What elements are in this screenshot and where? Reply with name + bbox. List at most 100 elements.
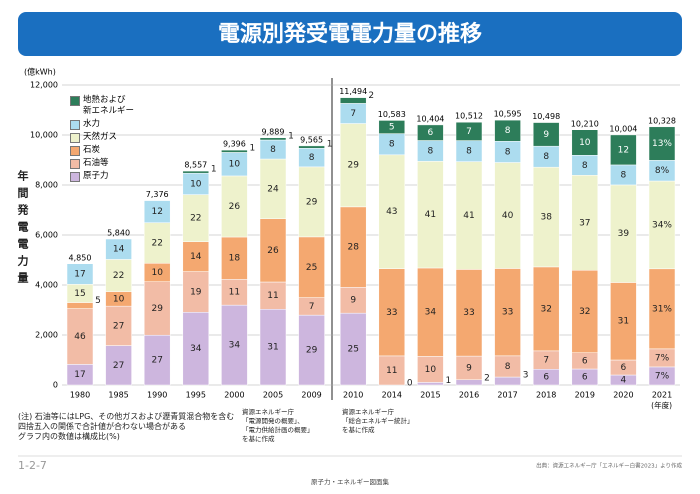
bar-segment — [143, 200, 171, 223]
bar-segment — [494, 119, 521, 142]
bar-segment — [378, 268, 406, 357]
data-label: 9 — [466, 363, 472, 373]
data-label: 8 — [389, 140, 395, 150]
data-label: 33 — [463, 308, 474, 318]
page-id: 1-2-7 — [18, 459, 47, 472]
data-label: 34% — [652, 220, 672, 230]
legend-swatch — [70, 172, 80, 182]
y-tick-label: 0 — [53, 381, 58, 390]
data-label: 7% — [655, 353, 670, 363]
x-tick-label: 2015 — [420, 391, 440, 400]
bar-segment — [648, 180, 676, 270]
bar-segment — [298, 145, 325, 149]
data-label: 41 — [463, 211, 474, 221]
title-banner — [18, 12, 682, 56]
bar-segment — [610, 134, 637, 166]
source-right: 資源エネルギー庁 「総合エネルギー統計」 を基に作成 — [342, 408, 414, 435]
total-label: 10,512 — [455, 112, 483, 121]
total-label: 4,850 — [69, 253, 92, 262]
footer: 原子力・エネルギー図面集 — [311, 477, 390, 486]
legend-item: 天然ガス — [70, 132, 134, 143]
data-label: 7 — [350, 109, 356, 119]
data-label: 27 — [113, 361, 124, 371]
data-label: 17 — [74, 370, 85, 380]
data-label: 8 — [505, 147, 511, 157]
x-tick-label: 2021 — [652, 391, 672, 400]
bar-segment — [532, 266, 560, 352]
data-label: 8 — [466, 147, 472, 157]
bar-segment — [221, 304, 248, 386]
data-label: 29 — [347, 161, 359, 171]
bar-segment — [221, 149, 248, 153]
y-tick-label: 2,000 — [35, 331, 58, 340]
bar-segment — [259, 137, 287, 141]
data-label: 3 — [523, 371, 529, 381]
x-tick-label: 2010 — [343, 391, 363, 400]
total-label: 8,557 — [184, 161, 207, 170]
bar-segment — [571, 175, 599, 271]
bar-segment — [259, 281, 287, 310]
data-label: 1 — [288, 131, 294, 141]
y-unit: (億kWh) — [24, 67, 56, 77]
data-label: 12 — [618, 145, 629, 155]
bar-segment — [648, 268, 676, 350]
bar-segment — [494, 162, 521, 269]
data-label: 11 — [386, 366, 397, 376]
x-tick-label: 1995 — [186, 391, 206, 400]
data-label: 7 — [309, 302, 315, 312]
legend-label: 石油等 — [83, 158, 109, 168]
data-label: 34 — [425, 308, 437, 318]
bar-segment — [298, 314, 325, 386]
data-label: 25 — [347, 345, 358, 355]
data-label: 40 — [502, 211, 514, 221]
legend-swatch — [70, 133, 80, 143]
data-label: 6 — [428, 128, 434, 138]
x-tick-label: 2000 — [224, 391, 244, 400]
data-label: 0 — [407, 379, 413, 389]
bar-segment — [182, 241, 210, 272]
data-label: 4 — [621, 376, 627, 386]
data-label: 34 — [229, 341, 241, 351]
data-label: 2 — [484, 373, 490, 383]
bar-segment — [455, 161, 483, 270]
data-label: 8 — [428, 146, 434, 156]
data-label: 9 — [543, 130, 549, 140]
bar-segment — [339, 123, 367, 208]
data-label: 33 — [502, 308, 513, 318]
citation: 出典：資源エネルギー庁「エネルギー白書2023」より作成 — [536, 462, 682, 470]
bar-segment — [417, 382, 444, 386]
data-label: 22 — [151, 238, 162, 248]
data-label: 38 — [540, 213, 552, 223]
total-label: 10,498 — [532, 112, 560, 121]
data-label: 11 — [267, 291, 278, 301]
data-label: 26 — [267, 246, 279, 256]
total-label: 10,404 — [416, 114, 444, 123]
data-label: 1 — [327, 139, 333, 149]
legend-label: 天然ガス — [83, 132, 118, 142]
data-label: 31 — [267, 343, 278, 353]
legend-item: 石炭 — [70, 145, 134, 156]
data-label: 33 — [386, 308, 397, 318]
x-tick-label: 1985 — [108, 391, 128, 400]
data-label: 34 — [190, 344, 202, 354]
bar-segment — [417, 161, 444, 269]
data-label: 18 — [229, 254, 241, 264]
data-label: 14 — [190, 252, 202, 262]
data-label: 12 — [151, 207, 162, 217]
x-tick-label: 1990 — [147, 391, 167, 400]
bar-segment — [532, 122, 560, 147]
legend-label: 地熱および 新エネルギー — [83, 95, 135, 116]
data-label: 11 — [229, 288, 240, 298]
x-tick-label: 1980 — [70, 391, 90, 400]
x-tick-label: 2014 — [382, 391, 402, 400]
bar-segment — [105, 305, 132, 346]
bar-segment — [182, 312, 210, 386]
total-label: 10,583 — [378, 110, 406, 119]
total-label: 10,595 — [494, 110, 522, 119]
legend-item: 石油等 — [70, 158, 134, 169]
text-line: 資源エネルギー庁 — [242, 408, 294, 416]
text-line: 資源エネルギー庁 — [342, 408, 394, 416]
text-line: 「総合エネルギー統計」 — [342, 417, 414, 425]
y-tick-label: 8,000 — [35, 181, 58, 190]
